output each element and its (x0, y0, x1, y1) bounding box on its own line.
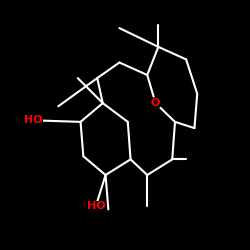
Text: HO: HO (24, 115, 43, 125)
Text: HO: HO (86, 201, 105, 211)
Text: O: O (151, 98, 160, 108)
